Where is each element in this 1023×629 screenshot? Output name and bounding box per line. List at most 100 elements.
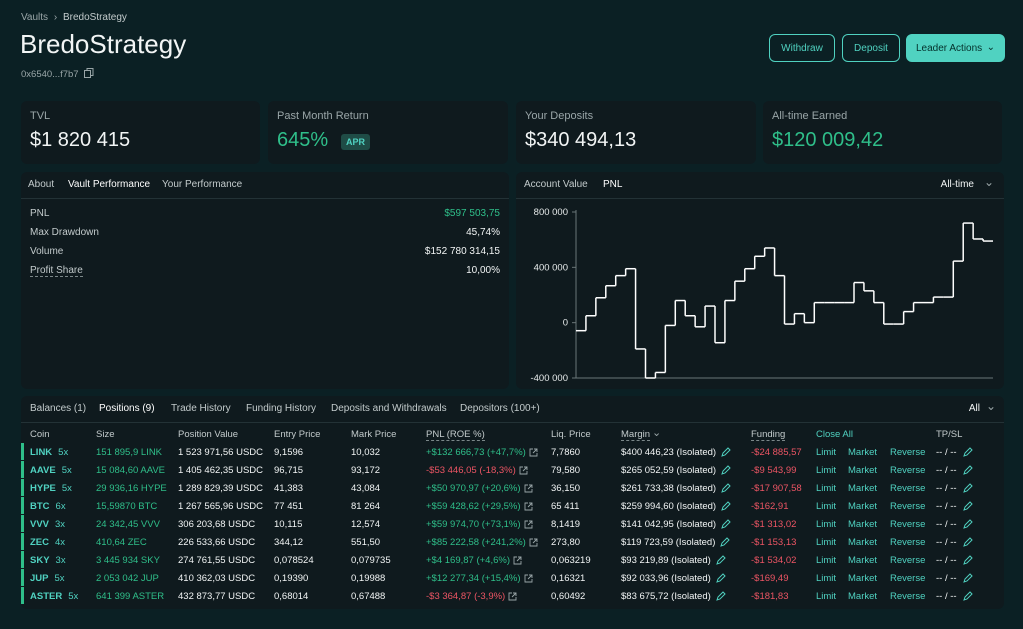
- action-link[interactable]: Market: [848, 501, 878, 512]
- stat-card: Past Month Return 645% APR: [268, 101, 508, 164]
- edit-icon[interactable]: [721, 447, 731, 457]
- share-icon[interactable]: [524, 520, 533, 529]
- positions-tab[interactable]: Trade History: [171, 403, 231, 414]
- action-link[interactable]: Market: [848, 447, 878, 458]
- edit-icon[interactable]: [721, 501, 731, 511]
- pencil: [963, 483, 973, 493]
- chart-tab[interactable]: Account Value: [524, 179, 588, 190]
- breadcrumb: Vaults › BredoStrategy: [21, 12, 127, 23]
- action-link[interactable]: Reverse: [890, 555, 926, 566]
- column-header[interactable]: Close All: [816, 429, 853, 440]
- chart-panel: 800 000 400 000 0 -400 000 Account Value PNL…: [516, 172, 1004, 389]
- edit-icon[interactable]: [963, 537, 973, 547]
- panel-tab[interactable]: Vault Performance: [61, 179, 158, 199]
- action-link[interactable]: Reverse: [890, 573, 926, 584]
- share-icon[interactable]: [508, 592, 517, 601]
- margin-cell: $83 675,72 (Isolated): [621, 591, 711, 602]
- positions-tab[interactable]: Depositors (100+): [460, 403, 540, 414]
- action-link[interactable]: Market: [848, 573, 878, 584]
- liq-price-cell: 65 411: [551, 501, 580, 512]
- positions-tab[interactable]: Balances (1): [30, 403, 87, 414]
- action-link[interactable]: Limit: [816, 483, 837, 494]
- metric-value: $152 780 314,15: [424, 246, 500, 257]
- action-link[interactable]: Reverse: [890, 519, 926, 530]
- edit-icon[interactable]: [963, 483, 973, 493]
- positions-tab[interactable]: Funding History: [246, 403, 317, 414]
- share-icon[interactable]: [513, 556, 522, 565]
- action-link[interactable]: Reverse: [890, 447, 926, 458]
- panel-tab[interactable]: About: [28, 179, 55, 190]
- coin: ZEC: [30, 537, 49, 548]
- edit-icon[interactable]: [963, 591, 973, 601]
- action-link[interactable]: Limit: [816, 465, 837, 476]
- action-link[interactable]: Market: [848, 465, 878, 476]
- pnl-cell: +$85 222,58 (+241,2%): [426, 537, 526, 548]
- funding-cell: -$1 534,02: [751, 555, 797, 566]
- withdraw-button[interactable]: Withdraw: [769, 34, 835, 62]
- action-link[interactable]: Reverse: [890, 483, 926, 494]
- share-icon[interactable]: [524, 502, 533, 511]
- edit-icon[interactable]: [716, 591, 726, 601]
- action-link[interactable]: Market: [848, 555, 878, 566]
- action-link[interactable]: Limit: [816, 591, 837, 602]
- edit-icon[interactable]: [721, 483, 731, 493]
- action-link[interactable]: Limit: [816, 519, 837, 530]
- column-header[interactable]: Margin: [621, 429, 651, 441]
- funding-cell: -$17 907,58: [751, 483, 802, 494]
- edit-icon[interactable]: [721, 519, 731, 529]
- chart-tab[interactable]: PNL: [595, 179, 631, 199]
- edit-icon[interactable]: [716, 573, 726, 583]
- action-link[interactable]: Reverse: [890, 591, 926, 602]
- pnl-cell: +$59 974,70 (+73,1%): [426, 519, 521, 530]
- funding-cell: -$24 885,57: [751, 447, 802, 458]
- deposit-button[interactable]: Deposit: [842, 34, 900, 62]
- edit-icon[interactable]: [963, 501, 973, 511]
- positions-tab[interactable]: Positions (9): [91, 403, 163, 423]
- pencil: [716, 555, 726, 565]
- share-icon[interactable]: [529, 538, 538, 547]
- action-link[interactable]: Market: [848, 519, 878, 530]
- breadcrumb-link[interactable]: Vaults: [21, 12, 49, 23]
- edit-icon[interactable]: [963, 519, 973, 529]
- share-icon[interactable]: [519, 466, 528, 475]
- funding-cell: -$9 543,99: [751, 465, 797, 476]
- entry-price-cell: 9,1596: [274, 447, 304, 458]
- action-link[interactable]: Reverse: [890, 501, 926, 512]
- action-link[interactable]: Market: [848, 483, 878, 494]
- action-link[interactable]: Limit: [816, 537, 837, 548]
- share-icon[interactable]: [529, 448, 538, 457]
- edit-icon[interactable]: [963, 573, 973, 583]
- leader-actions-button[interactable]: Leader Actions ⌄: [906, 34, 1005, 62]
- edit-icon[interactable]: [716, 555, 726, 565]
- funding-cell: -$1 313,02: [751, 519, 797, 530]
- liq-price-cell: 273,80: [551, 537, 581, 548]
- mark-price-cell: 12,574: [351, 519, 381, 530]
- share-icon[interactable]: [524, 484, 533, 493]
- range-dropdown[interactable]: All-time: [940, 179, 974, 190]
- row-side-bar: [21, 569, 24, 586]
- pencil: [963, 591, 973, 601]
- action-link[interactable]: Limit: [816, 447, 837, 458]
- copy-icon[interactable]: [84, 68, 94, 78]
- positions-tab[interactable]: Deposits and Withdrawals: [331, 403, 447, 414]
- action-link[interactable]: Limit: [816, 501, 837, 512]
- mark-price-cell: 551,50: [351, 537, 381, 548]
- action-link[interactable]: Market: [848, 537, 878, 548]
- action-link[interactable]: Reverse: [890, 537, 926, 548]
- edit-icon[interactable]: [721, 465, 731, 475]
- filter-dropdown[interactable]: All: [968, 403, 980, 414]
- edit-icon[interactable]: [963, 555, 973, 565]
- action-link[interactable]: Reverse: [890, 465, 926, 476]
- edit-icon[interactable]: [963, 465, 973, 475]
- edit-icon[interactable]: [720, 537, 730, 547]
- action-link[interactable]: Limit: [816, 555, 837, 566]
- edit-icon[interactable]: [963, 447, 973, 457]
- column-header: Coin: [30, 429, 50, 440]
- coin-cell: ZEC 4x: [30, 537, 65, 548]
- share-icon[interactable]: [524, 574, 533, 583]
- liq-price-cell: 8,1419: [551, 519, 581, 530]
- column-header: TP/SL: [936, 429, 963, 440]
- action-link[interactable]: Limit: [816, 573, 837, 584]
- action-link[interactable]: Market: [848, 591, 878, 602]
- panel-tab[interactable]: Your Performance: [162, 179, 243, 190]
